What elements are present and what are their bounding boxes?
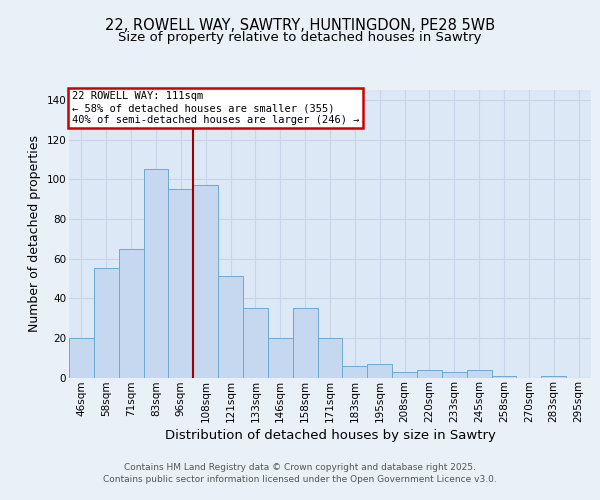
Bar [169, 189, 193, 378]
Text: Contains public sector information licensed under the Open Government Licence v3: Contains public sector information licen… [103, 475, 497, 484]
Bar [293, 308, 317, 378]
Bar [491, 376, 517, 378]
Bar [69, 338, 94, 378]
Bar [467, 370, 491, 378]
Bar [243, 308, 268, 378]
Bar [367, 364, 392, 378]
Bar [541, 376, 566, 378]
X-axis label: Distribution of detached houses by size in Sawtry: Distribution of detached houses by size … [164, 430, 496, 442]
Bar [268, 338, 293, 378]
Text: 22, ROWELL WAY, SAWTRY, HUNTINGDON, PE28 5WB: 22, ROWELL WAY, SAWTRY, HUNTINGDON, PE28… [105, 18, 495, 32]
Bar [143, 170, 169, 378]
Bar [417, 370, 442, 378]
Bar [94, 268, 119, 378]
Y-axis label: Number of detached properties: Number of detached properties [28, 135, 41, 332]
Bar [392, 372, 417, 378]
Bar [193, 185, 218, 378]
Bar [119, 248, 143, 378]
Bar [218, 276, 243, 378]
Text: Contains HM Land Registry data © Crown copyright and database right 2025.: Contains HM Land Registry data © Crown c… [124, 464, 476, 472]
Bar [442, 372, 467, 378]
Text: Size of property relative to detached houses in Sawtry: Size of property relative to detached ho… [118, 32, 482, 44]
Bar [343, 366, 367, 378]
Bar [317, 338, 343, 378]
Text: 22 ROWELL WAY: 111sqm
← 58% of detached houses are smaller (355)
40% of semi-det: 22 ROWELL WAY: 111sqm ← 58% of detached … [71, 92, 359, 124]
